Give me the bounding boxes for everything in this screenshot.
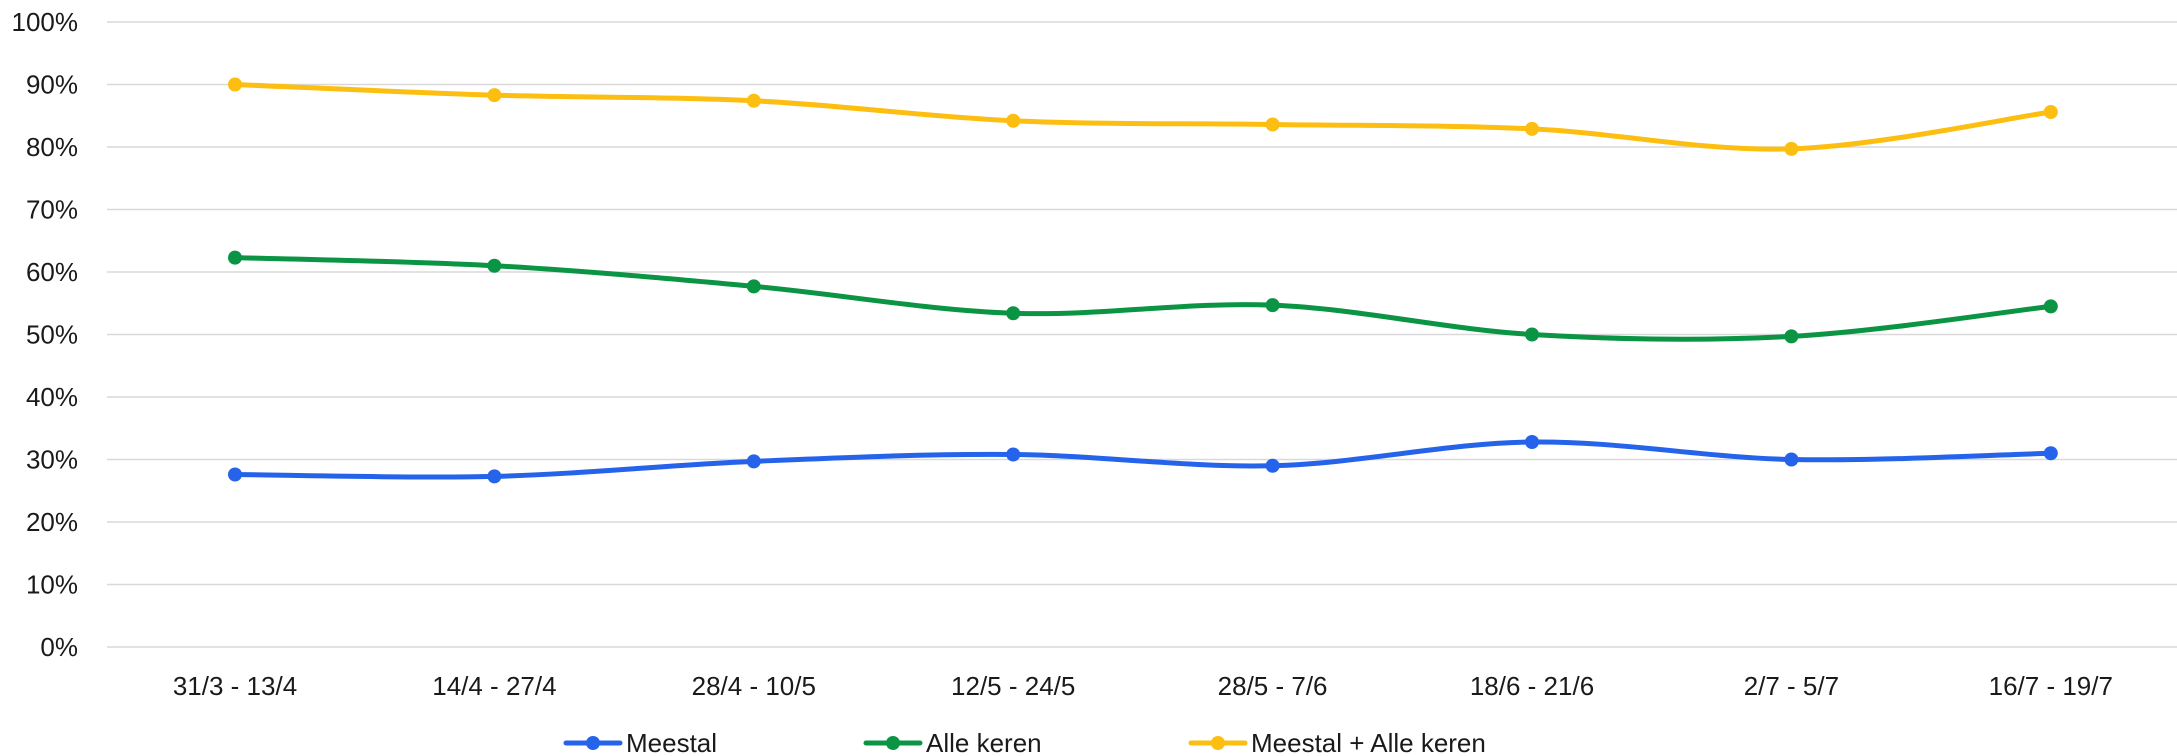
y-tick-label: 0% <box>40 632 78 662</box>
data-point <box>2043 105 2058 119</box>
series-2 <box>228 77 2058 156</box>
legend-label: Meestal + Alle keren <box>1251 728 1486 756</box>
series-lines <box>228 77 2058 484</box>
data-point <box>2043 446 2058 461</box>
data-point <box>1784 452 1799 467</box>
y-tick-label: 50% <box>26 320 78 350</box>
data-point <box>487 258 502 273</box>
data-point <box>1525 435 1539 449</box>
data-point <box>1265 298 1280 313</box>
data-point <box>1006 113 1021 128</box>
data-point <box>487 469 502 484</box>
x-axis-tick-labels: 31/3 - 13/4 14/4 - 27/4 28/4 - 10/5 12/5 - … <box>173 671 2113 701</box>
data-point <box>1265 117 1280 132</box>
x-tick-label: 16/7 - 19/7 <box>1989 671 2113 701</box>
data-point <box>228 250 242 265</box>
legend-label: Alle keren <box>926 728 1042 756</box>
y-tick-label: 40% <box>26 382 78 412</box>
legend-label: Meestal <box>626 728 717 756</box>
data-point <box>1006 447 1021 462</box>
data-point <box>1525 327 1539 342</box>
data-point <box>1784 329 1799 344</box>
data-point <box>746 279 761 294</box>
series-line <box>232 255 2054 342</box>
legend-item: Meestal <box>563 728 717 756</box>
data-point <box>1265 458 1280 473</box>
y-tick-label: 90% <box>26 70 78 100</box>
x-tick-label: 31/3 - 13/4 <box>173 671 297 701</box>
legend-marker-icon <box>1211 736 1225 750</box>
y-tick-label: 100% <box>12 7 79 37</box>
data-point <box>746 454 761 469</box>
x-tick-label: 2/7 - 5/7 <box>1744 671 1839 701</box>
series-1 <box>228 250 2058 344</box>
legend-marker-icon <box>586 736 600 750</box>
series-0 <box>228 435 2058 484</box>
y-tick-label: 20% <box>26 507 78 537</box>
series-line <box>232 82 2054 152</box>
y-tick-label: 80% <box>26 132 78 162</box>
data-point <box>487 88 502 103</box>
data-point <box>228 467 242 482</box>
data-point <box>228 77 242 92</box>
data-point <box>1784 141 1799 156</box>
legend-item: Alle keren <box>863 728 1042 756</box>
legend-item: Meestal + Alle keren <box>1188 728 1486 756</box>
y-tick-label: 60% <box>26 257 78 287</box>
y-tick-label: 70% <box>26 195 78 225</box>
x-tick-label: 28/5 - 7/6 <box>1218 671 1328 701</box>
data-point <box>2043 299 2058 314</box>
data-point <box>746 93 761 108</box>
data-point <box>1525 121 1539 136</box>
x-tick-label: 14/4 - 27/4 <box>432 671 556 701</box>
legend-marker-icon <box>886 736 900 750</box>
y-tick-label: 10% <box>26 570 78 600</box>
y-tick-label: 30% <box>26 445 78 475</box>
data-point <box>1006 306 1021 321</box>
x-tick-label: 28/4 - 10/5 <box>692 671 816 701</box>
legend: Meestal Alle keren Meestal + Alle keren <box>563 728 1486 756</box>
gridlines <box>107 21 2177 648</box>
series-line <box>232 439 2054 480</box>
y-axis-tick-labels: 0% 10% 20% 30% 40% 50% 60% 70% 80% 90% 100% <box>12 7 79 662</box>
x-tick-label: 18/6 - 21/6 <box>1470 671 1594 701</box>
x-tick-label: 12/5 - 24/5 <box>951 671 1075 701</box>
